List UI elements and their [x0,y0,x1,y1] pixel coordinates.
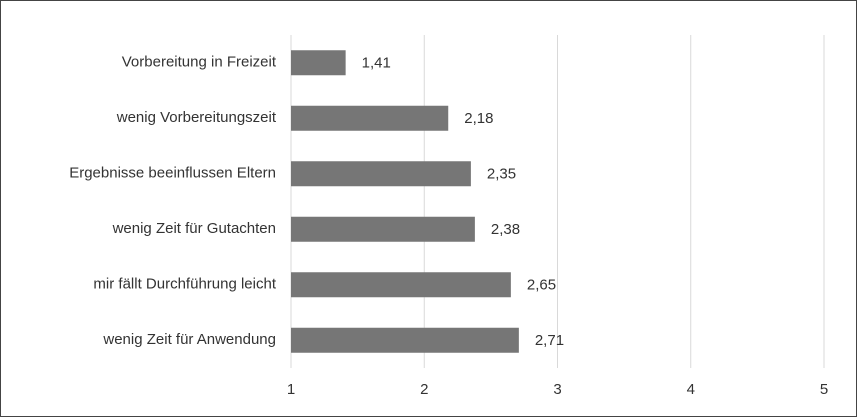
bar [291,216,475,242]
y-tick-label: wenig Zeit für Gutachten [112,220,276,237]
data-label: 1,41 [362,55,391,72]
y-tick-label: Vorbereitung in Freizeit [122,54,277,71]
data-label: 2,35 [487,166,516,183]
x-tick-label: 5 [820,381,828,398]
x-tick-label: 3 [553,381,561,398]
x-tick-label: 1 [287,381,295,398]
y-tick-label: wenig Vorbereitungszeit [116,109,277,126]
data-label: 2,18 [464,110,493,127]
bar [291,50,346,76]
x-tick-label: 4 [687,381,695,398]
data-label: 2,38 [491,221,520,238]
data-label: 2,71 [535,332,564,349]
y-tick-label: wenig Zeit für Anwendung [102,331,276,348]
bar [291,272,511,298]
y-tick-label: mir fällt Durchführung leicht [93,276,276,293]
bar [291,161,471,187]
x-tick-label: 2 [420,381,428,398]
bar [291,327,519,353]
data-label: 2,65 [527,277,556,294]
y-tick-label: Ergebnisse beeinflussen Eltern [69,165,276,182]
bar [291,105,449,131]
